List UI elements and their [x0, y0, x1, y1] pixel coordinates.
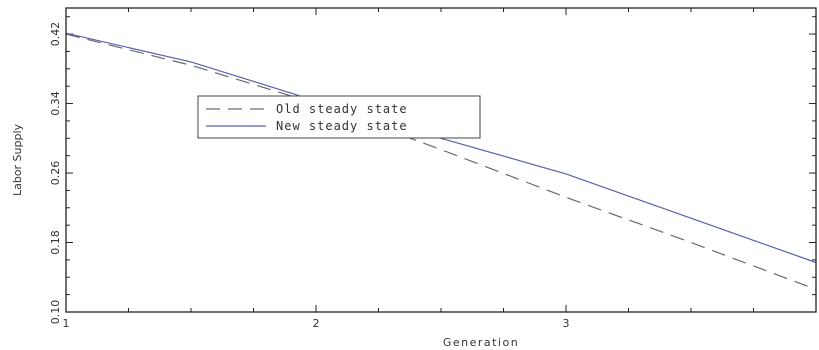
- legend-label-old-steady-state: Old steady state: [276, 102, 408, 116]
- y-tick-label: 0.26: [49, 161, 62, 186]
- y-tick-label: 0.34: [49, 91, 62, 116]
- legend-label-new-steady-state: New steady state: [276, 119, 408, 133]
- series-line-new-steady-state: [65, 32, 817, 264]
- y-axis-ticks: 0.10 0.18 0.26 0.34 0.42: [49, 16, 816, 325]
- legend: Old steady state New steady state: [197, 95, 481, 139]
- y-tick-label: 0.10: [49, 300, 62, 325]
- x-tick-label: 2: [313, 317, 320, 330]
- y-axis-title: Labor Supply: [11, 123, 24, 196]
- y-tick-label: 0.18: [49, 230, 62, 255]
- series-layer: [65, 32, 817, 290]
- x-tick-label: 1: [63, 317, 70, 330]
- series-line-old-steady-state: [65, 33, 817, 290]
- x-tick-label: 3: [563, 317, 570, 330]
- x-axis-title: Generation: [443, 336, 519, 349]
- plot-frame: [65, 7, 817, 313]
- legend-box: [197, 95, 481, 139]
- y-tick-label: 0.42: [49, 22, 62, 47]
